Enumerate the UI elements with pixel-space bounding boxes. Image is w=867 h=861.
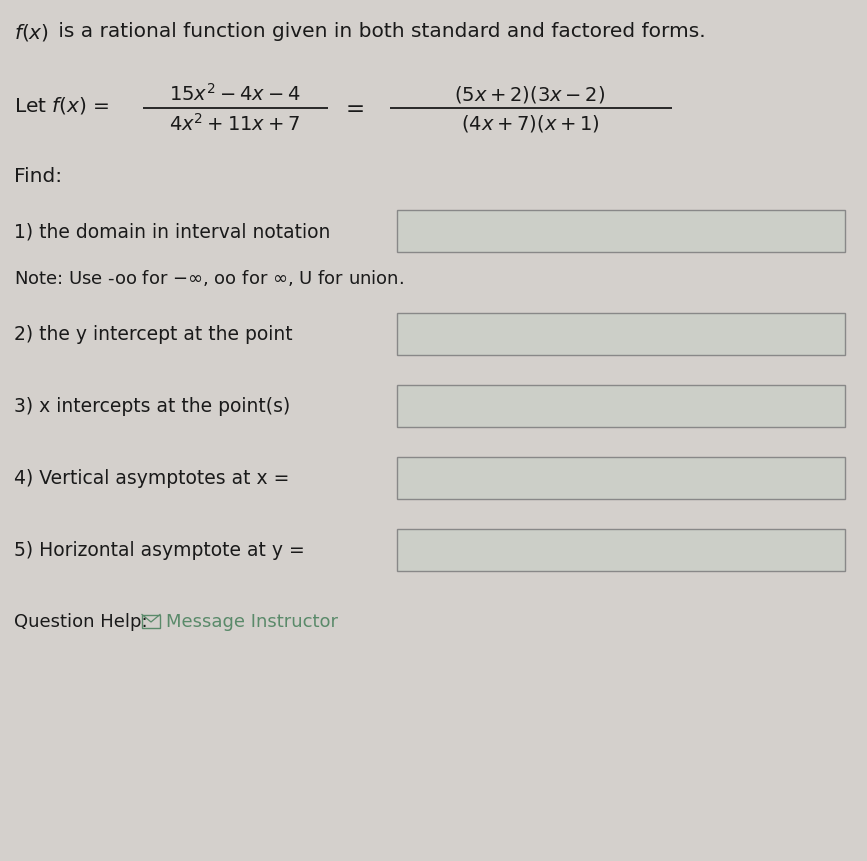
Text: is a rational function given in both standard and factored forms.: is a rational function given in both sta… xyxy=(52,22,706,41)
Text: 1) the domain in interval notation: 1) the domain in interval notation xyxy=(14,222,330,241)
Text: =: = xyxy=(345,97,364,121)
Text: Find:: Find: xyxy=(14,167,62,186)
Text: $(5x+2)(3x-2)$: $(5x+2)(3x-2)$ xyxy=(454,84,606,105)
FancyBboxPatch shape xyxy=(397,530,845,572)
Text: $(4x+7)(x+1)$: $(4x+7)(x+1)$ xyxy=(460,113,599,133)
Text: Note: Use -oo for $-\infty$, oo for $\infty$, U for union.: Note: Use -oo for $-\infty$, oo for $\in… xyxy=(14,268,404,288)
Text: 3) x intercepts at the point(s): 3) x intercepts at the point(s) xyxy=(14,397,290,416)
FancyBboxPatch shape xyxy=(397,457,845,499)
Text: $15x^2-4x-4$: $15x^2-4x-4$ xyxy=(169,83,301,105)
Text: $4x^2+11x+7$: $4x^2+11x+7$ xyxy=(169,113,301,134)
Text: Message Instructor: Message Instructor xyxy=(166,612,338,630)
Text: Let $f(x)$ =: Let $f(x)$ = xyxy=(14,95,110,115)
Text: Question Help:: Question Help: xyxy=(14,612,147,630)
Text: $f(x)$: $f(x)$ xyxy=(14,22,49,43)
Text: 4) Vertical asymptotes at x =: 4) Vertical asymptotes at x = xyxy=(14,469,290,488)
Text: 5) Horizontal asymptote at y =: 5) Horizontal asymptote at y = xyxy=(14,541,304,560)
FancyBboxPatch shape xyxy=(397,211,845,253)
FancyBboxPatch shape xyxy=(397,313,845,356)
Text: 2) the y intercept at the point: 2) the y intercept at the point xyxy=(14,325,293,344)
FancyBboxPatch shape xyxy=(397,386,845,428)
